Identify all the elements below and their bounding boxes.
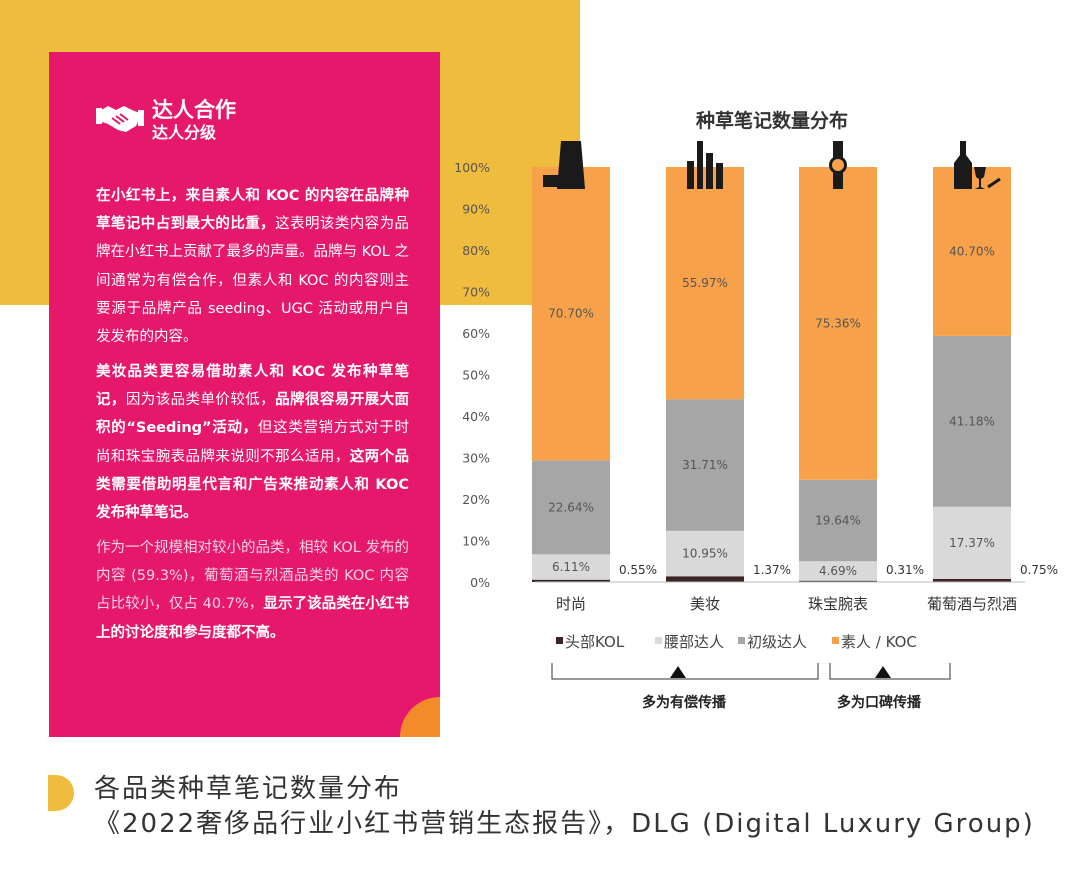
x-tick-label: 葡萄酒与烈酒: [927, 595, 1017, 613]
panel-title: 达人合作: [152, 98, 236, 122]
x-tick-label: 珠宝腕表: [808, 595, 868, 613]
bar-segment: [666, 530, 744, 577]
data-label: 70.70%: [548, 307, 594, 321]
data-label: 0.31%: [886, 563, 924, 577]
makeup-icon: [716, 163, 723, 189]
x-tick-label: 时尚: [556, 595, 586, 613]
y-tick-label: 40%: [462, 409, 490, 424]
bracket-wordofmouth: [829, 663, 951, 680]
bar-segment: [666, 576, 744, 582]
bracket-arrow: [670, 666, 686, 678]
bar-segment: [532, 554, 610, 580]
bar-segment: [933, 578, 1011, 582]
text-panel: 达人合作 达人分级 在小红书上，来自素人和 KOC 的内容在品牌种草笔记中占到最…: [49, 52, 440, 737]
bar-segment: [666, 167, 744, 400]
makeup-icon: [687, 161, 694, 189]
paragraph-2: 美妆品类更容易借助素人和 KOC 发布种草笔记，因为该品类单价较低，品牌很容易开…: [96, 358, 409, 527]
handshake-icon: [96, 106, 144, 132]
y-tick-label: 90%: [462, 202, 490, 217]
bar-segment: [933, 506, 1011, 579]
legend-label: 初级达人: [747, 633, 807, 651]
bracket-paid: [551, 663, 819, 680]
caption-line-1: 各品类种草笔记数量分布: [94, 774, 403, 804]
bar-segment: [933, 335, 1011, 507]
bar-segment: [799, 167, 877, 480]
data-label: 55.97%: [682, 276, 728, 290]
y-tick-label: 30%: [462, 451, 490, 466]
data-label: 22.64%: [548, 500, 594, 514]
chart-title: 种草笔记数量分布: [695, 109, 848, 132]
suit-bag-icon: [557, 141, 585, 189]
caption-marker: [48, 775, 74, 811]
y-tick-label: 0%: [470, 575, 490, 590]
caption-line-2: 《2022奢侈品行业小红书营销生态报告》，DLG (Digital Luxury…: [94, 809, 1035, 839]
data-label: 40.70%: [949, 244, 995, 258]
legend-swatch: [832, 637, 839, 644]
bar-segment: [933, 167, 1011, 336]
paragraph-1: 在小红书上，来自素人和 KOC 的内容在品牌种草笔记中占到最大的比重，这表明该类…: [96, 182, 409, 351]
bar-segment: [532, 167, 610, 461]
y-tick-label: 70%: [462, 285, 490, 300]
data-label: 19.64%: [815, 513, 861, 527]
suit-bag-icon: [543, 175, 559, 187]
legend-swatch: [655, 637, 662, 644]
makeup-icon: [697, 141, 703, 189]
data-label: 4.69%: [819, 564, 857, 578]
stacked-bar-chart: 种草笔记数量分布 0% 10% 20% 30% 40% 50% 60% 70% 80% 90% 100…: [440, 95, 1080, 725]
bracket-arrow: [875, 666, 891, 678]
p3-a: 作为一个规模相对较小的品类，相较 KOL 发布的内容 (59.3%)，葡萄酒与烈…: [96, 540, 409, 613]
bar-segment: [666, 399, 744, 531]
legend-swatch: [556, 637, 563, 644]
p2-a: 美妆品类更容易借助素人和 KOC 发布种草笔记，: [96, 364, 409, 409]
legend-label: 素人 / KOC: [841, 633, 917, 651]
makeup-icon: [706, 153, 713, 189]
y-tick-label: 80%: [462, 243, 490, 258]
bar-segment: [799, 479, 877, 562]
data-label: 17.37%: [949, 536, 995, 550]
p1-bold: 在小红书上，来自素人和 KOC 的内容在品牌种草笔记中占到最大的比重，: [96, 188, 409, 233]
bar-segment: [799, 561, 877, 581]
wine-bottle-glass-icon: [987, 177, 1001, 189]
decorative-corner: [400, 697, 440, 737]
p2-c: 品牌很容易开展大面积的“Seeding”活动，: [96, 392, 410, 437]
y-tick-label: 60%: [462, 326, 490, 341]
bar-segment: [532, 460, 610, 555]
panel-subtitle: 达人分级: [152, 123, 217, 142]
y-tick-label: 50%: [462, 368, 490, 383]
p1-rest: 这表明该类内容为品牌在小红书上贡献了最多的声量。品牌与 KOL 之间通常为有偿合…: [96, 216, 410, 346]
p2-d: 但这类营销方式对于时尚和珠宝腕表品牌来说则不那么适用，: [96, 420, 410, 465]
legend-label: 腰部达人: [664, 633, 724, 651]
bar-segment: [799, 580, 877, 582]
wine-bottle-glass-icon: [974, 167, 986, 189]
annotation-wordofmouth: 多为口碑传播: [837, 694, 922, 711]
p3-b: 显示了该品类在小红书上的讨论度和参与度都不高。: [96, 596, 410, 641]
data-label: 1.37%: [753, 563, 791, 577]
p2-e: 这两个品类需要借助明星代言和广告来推动素人和 KOC 发布种草笔记。: [96, 448, 410, 522]
paragraph-3: 作为一个规模相对较小的品类，相较 KOL 发布的内容 (59.3%)，葡萄酒与烈…: [96, 534, 409, 647]
data-label: 41.18%: [949, 414, 995, 428]
x-tick-label: 美妆: [690, 595, 720, 613]
y-tick-label: 100%: [454, 160, 490, 175]
data-label: 31.71%: [682, 458, 728, 472]
data-label: 0.75%: [1020, 563, 1058, 577]
watch-icon: [832, 159, 844, 171]
panel-header: 达人合作 达人分级: [96, 98, 236, 144]
y-tick-label: 10%: [462, 534, 490, 549]
y-tick-label: 20%: [462, 492, 490, 507]
legend-label: 头部KOL: [565, 633, 625, 651]
legend-swatch: [738, 637, 745, 644]
bar-segment: [532, 579, 610, 582]
annotation-paid: 多为有偿传播: [642, 694, 727, 711]
data-label: 6.11%: [552, 560, 590, 574]
wine-bottle-glass-icon: [954, 141, 972, 189]
p2-b: 因为该品类单价较低，: [125, 392, 276, 409]
data-label: 0.55%: [619, 563, 657, 577]
data-label: 10.95%: [682, 547, 728, 561]
chart-svg: 种草笔记数量分布 0% 10% 20% 30% 40% 50% 60% 70% 80% 90% 100…: [454, 109, 1058, 711]
data-label: 75.36%: [815, 316, 861, 330]
